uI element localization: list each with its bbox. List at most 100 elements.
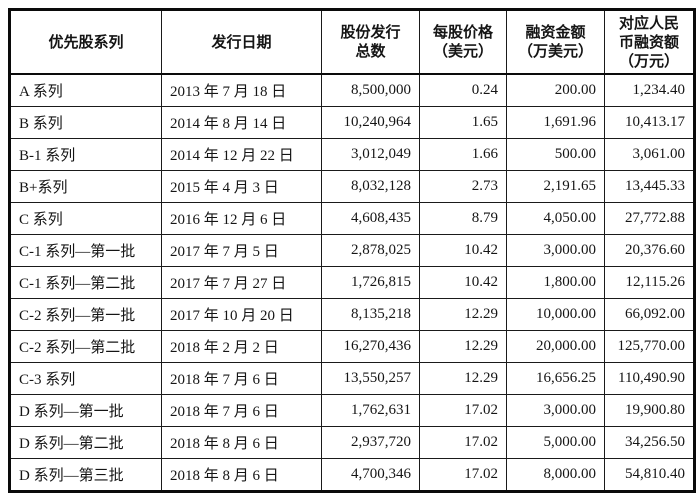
table-cell: 66,092.00 [604,298,695,331]
table-row: B 系列 2014 年 8 月 14 日 10,240,964 1.65 1,691.9… [9,106,695,139]
table-cell: 10,240,964 [321,106,420,139]
table-row: C-3 系列 2018 年 7 月 6 日 13,550,257 12.29 16,65… [9,362,695,395]
table-cell: 1,800.00 [506,266,605,299]
table-cell: 2018 年 8 月 6 日 [161,458,322,492]
table-row: D 系列—第三批 2018 年 8 月 6 日 4,700,346 17.02 8,00… [9,458,695,492]
table-row: B+系列 2015 年 4 月 3 日 8,032,128 2.73 2,191.65 1… [9,170,695,203]
table-cell: 12.29 [419,330,507,363]
table-cell: 16,270,436 [321,330,420,363]
header-raised-rmb: 对应人民 币融资额 （万元） [604,9,695,75]
table-cell: 2017 年 7 月 5 日 [161,234,322,267]
table-cell: 10.42 [419,266,507,299]
table-cell: 1,691.96 [506,106,605,139]
table-cell: 4,608,435 [321,202,420,235]
table-row: C-2 系列—第一批 2017 年 10 月 20 日 8,135,218 12.29… [9,298,695,331]
table-body: A 系列 2013 年 7 月 18 日 8,500,000 0.24 200.00 1,… [9,73,695,492]
table-cell: 3,012,049 [321,138,420,171]
table-cell: 13,550,257 [321,362,420,395]
table-cell: 2,937,720 [321,426,420,459]
table-cell: 1.65 [419,106,507,139]
table-cell: B 系列 [9,106,162,139]
table-row: D 系列—第一批 2018 年 7 月 6 日 1,762,631 17.02 3,00… [9,394,695,427]
header-raised-usd: 融资金额 （万美元） [506,9,605,75]
header-series: 优先股系列 [9,9,162,75]
table-cell: 20,000.00 [506,330,605,363]
table-cell: 8,500,000 [321,73,420,107]
header-price-usd: 每股价格 （美元） [419,9,507,75]
table-cell: C-2 系列—第二批 [9,330,162,363]
table-cell: 2,191.65 [506,170,605,203]
table-cell: 2018 年 7 月 6 日 [161,394,322,427]
table-row: C-2 系列—第二批 2018 年 2 月 2 日 16,270,436 12.29 2… [9,330,695,363]
table-cell: 1.66 [419,138,507,171]
table-cell: 2017 年 10 月 20 日 [161,298,322,331]
header-row: 优先股系列 发行日期 股份发行 总数 每股价格 （美元） 融资金额 （万美元） … [9,9,695,75]
table-cell: 17.02 [419,458,507,492]
table-cell: B-1 系列 [9,138,162,171]
table-cell: 8,135,218 [321,298,420,331]
table-row: C-1 系列—第一批 2017 年 7 月 5 日 2,878,025 10.42 3,… [9,234,695,267]
table-cell: D 系列—第三批 [9,458,162,492]
table-cell: 12.29 [419,362,507,395]
table-cell: 200.00 [506,73,605,107]
table-cell: C-1 系列—第二批 [9,266,162,299]
table-cell: 1,234.40 [604,73,695,107]
table-cell: 12,115.26 [604,266,695,299]
table-cell: 2018 年 8 月 6 日 [161,426,322,459]
table-cell: 2014 年 8 月 14 日 [161,106,322,139]
table-cell: 12.29 [419,298,507,331]
table-cell: C 系列 [9,202,162,235]
table-cell: C-2 系列—第一批 [9,298,162,331]
table-cell: 10,413.17 [604,106,695,139]
preferred-shares-table: 优先股系列 发行日期 股份发行 总数 每股价格 （美元） 融资金额 （万美元） … [8,8,696,493]
table-cell: 1,726,815 [321,266,420,299]
table-cell: 16,656.25 [506,362,605,395]
table-cell: B+系列 [9,170,162,203]
table-cell: D 系列—第一批 [9,394,162,427]
table-cell: 2014 年 12 月 22 日 [161,138,322,171]
table-cell: C-3 系列 [9,362,162,395]
table-cell: 3,000.00 [506,234,605,267]
table-cell: 2013 年 7 月 18 日 [161,73,322,107]
table-cell: 2016 年 12 月 6 日 [161,202,322,235]
table-cell: A 系列 [9,73,162,107]
table-cell: 2017 年 7 月 27 日 [161,266,322,299]
table-cell: C-1 系列—第一批 [9,234,162,267]
table-cell: 4,050.00 [506,202,605,235]
table-row: C-1 系列—第二批 2017 年 7 月 27 日 1,726,815 10.42 1… [9,266,695,299]
table-cell: 10,000.00 [506,298,605,331]
table-row: C 系列 2016 年 12 月 6 日 4,608,435 8.79 4,050.00… [9,202,695,235]
table-cell: 8.79 [419,202,507,235]
table-cell: 2,878,025 [321,234,420,267]
table-cell: 27,772.88 [604,202,695,235]
table-row: D 系列—第二批 2018 年 8 月 6 日 2,937,720 17.02 5,00… [9,426,695,459]
table-cell: 17.02 [419,426,507,459]
table-cell: 2015 年 4 月 3 日 [161,170,322,203]
table-cell: 17.02 [419,394,507,427]
table-cell: 2018 年 7 月 6 日 [161,362,322,395]
table-cell: 34,256.50 [604,426,695,459]
table-cell: 54,810.40 [604,458,695,492]
table-cell: 8,032,128 [321,170,420,203]
table-cell: 2.73 [419,170,507,203]
table-cell: 3,061.00 [604,138,695,171]
table-cell: 8,000.00 [506,458,605,492]
table-cell: 2018 年 2 月 2 日 [161,330,322,363]
table-cell: 0.24 [419,73,507,107]
table-cell: 4,700,346 [321,458,420,492]
table-cell: 5,000.00 [506,426,605,459]
table-cell: 1,762,631 [321,394,420,427]
table-cell: 125,770.00 [604,330,695,363]
header-total-shares: 股份发行 总数 [321,9,420,75]
table-cell: 13,445.33 [604,170,695,203]
table-cell: 3,000.00 [506,394,605,427]
table-cell: D 系列—第二批 [9,426,162,459]
table-row: A 系列 2013 年 7 月 18 日 8,500,000 0.24 200.00 1,… [9,73,695,107]
table-cell: 500.00 [506,138,605,171]
header-issue-date: 发行日期 [161,9,322,75]
table-cell: 19,900.80 [604,394,695,427]
table-row: B-1 系列 2014 年 12 月 22 日 3,012,049 1.66 500.0… [9,138,695,171]
table-cell: 20,376.60 [604,234,695,267]
table-cell: 110,490.90 [604,362,695,395]
